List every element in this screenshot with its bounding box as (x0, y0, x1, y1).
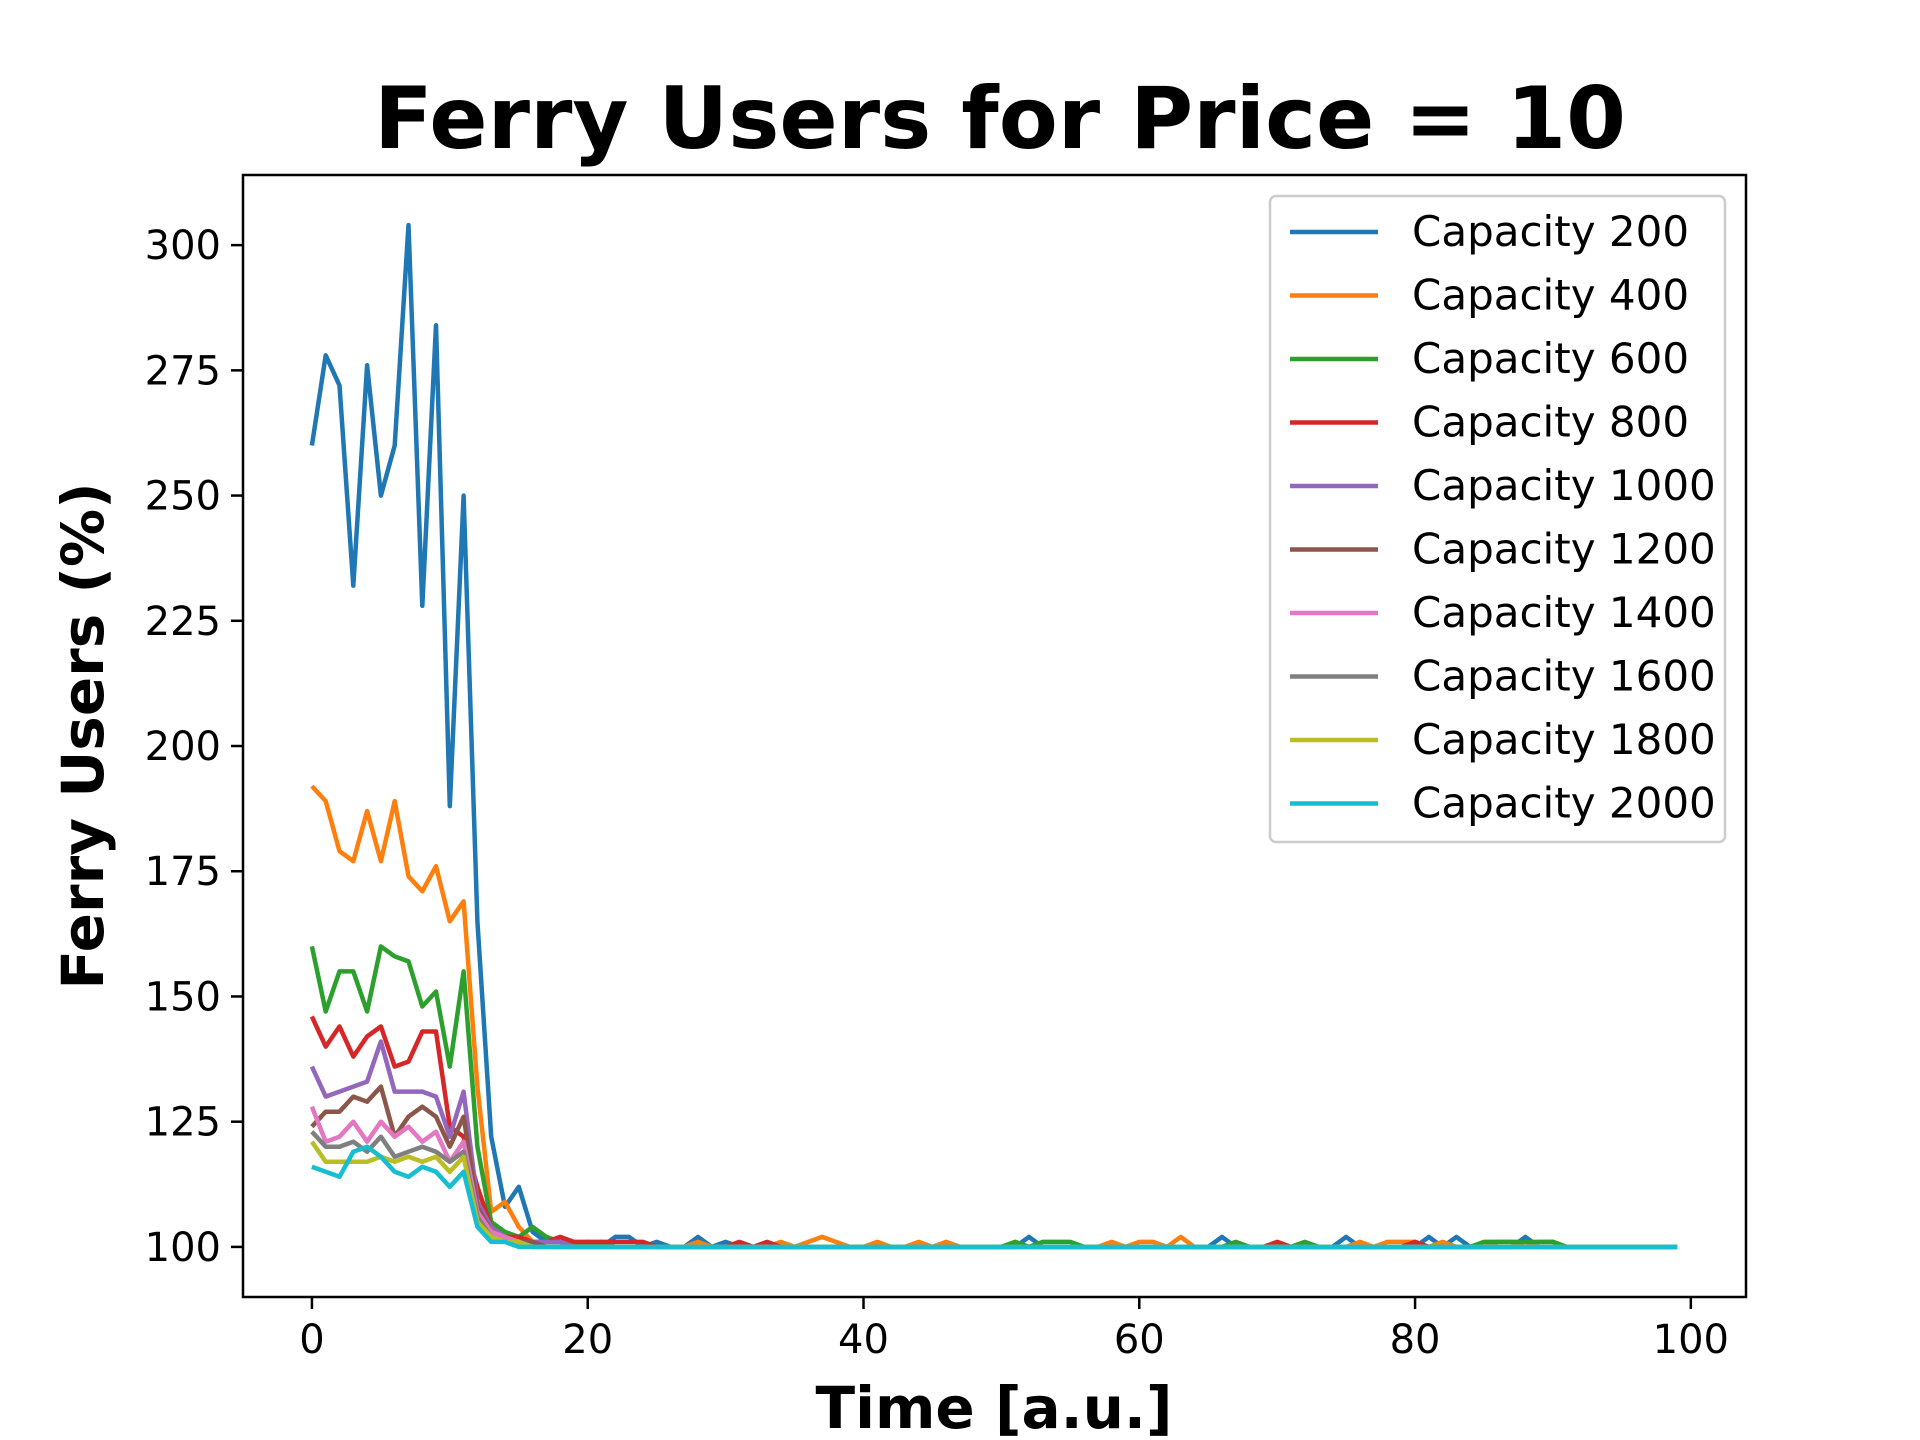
y-axis-label: Ferry Users (%) (49, 482, 117, 989)
legend-label: Capacity 1200 (1412, 525, 1716, 574)
y-tick-label: 275 (145, 348, 221, 394)
plot-frame (241, 173, 1748, 1299)
legend-label: Capacity 1800 (1412, 715, 1716, 764)
plot-lines (309, 222, 1678, 1250)
y-tick-label: 100 (145, 1225, 221, 1271)
y-tick-label: 225 (145, 599, 221, 645)
legend-label: Capacity 2000 (1412, 779, 1716, 828)
legend-frame (1268, 194, 1727, 844)
x-axis-label: Time [a.u.] (816, 1374, 1173, 1440)
y-tick-label: 175 (145, 849, 221, 895)
legend-label: Capacity 1000 (1412, 461, 1716, 510)
legend-label: Capacity 200 (1412, 207, 1689, 256)
legend-label: Capacity 400 (1412, 271, 1689, 320)
legend-label: Capacity 1400 (1412, 588, 1716, 637)
y-tick-label: 250 (145, 474, 221, 520)
y-tick-label: 200 (145, 724, 221, 770)
x-tick-label: 80 (1390, 1317, 1441, 1363)
y-tick-label: 150 (145, 974, 221, 1020)
y-tick-label: 300 (145, 223, 221, 269)
chart-title: Ferry Users for Price = 10 (374, 69, 1626, 169)
x-tick-label: 60 (1114, 1317, 1165, 1363)
y-tick-label: 125 (145, 1100, 221, 1146)
x-tick-label: 20 (562, 1317, 613, 1363)
x-tick-label: 0 (299, 1317, 324, 1363)
x-tick-label: 40 (838, 1317, 889, 1363)
legend-label: Capacity 800 (1412, 398, 1689, 447)
legend-label: Capacity 600 (1412, 334, 1689, 383)
y-axis: 100 125 150 175 200 225 250 275 300 (145, 223, 243, 1271)
legend-label: Capacity 1600 (1412, 652, 1716, 701)
x-tick-label: 100 (1653, 1317, 1729, 1363)
x-axis: 0 20 40 60 80 100 (299, 1297, 1729, 1363)
series-line-10 (311, 1144, 1678, 1250)
legend: Capacity 200 Capacity 400 Capacity 600 Capa… (1268, 194, 1727, 844)
